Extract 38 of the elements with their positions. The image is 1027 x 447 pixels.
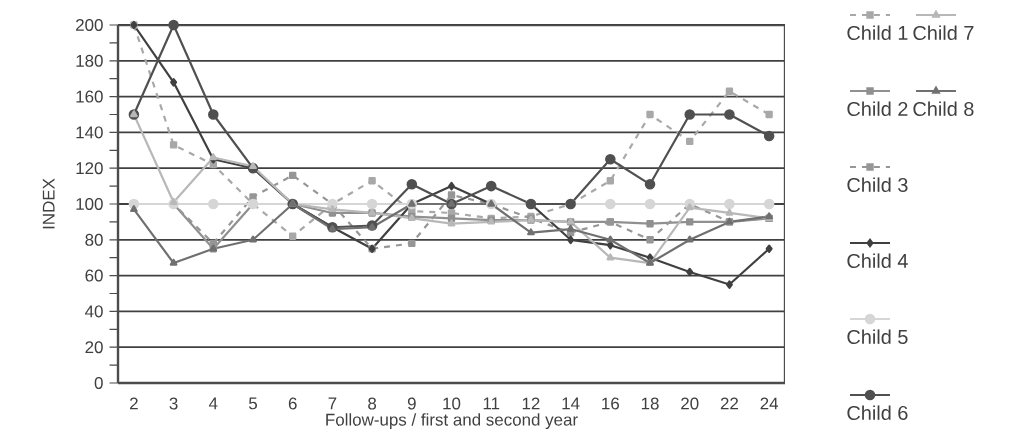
y-tick-label: 180 — [76, 54, 103, 67]
y-tick-label: 40 — [85, 305, 103, 318]
x-tick-label: 8 — [368, 397, 377, 410]
x-tick-label: 12 — [522, 397, 540, 410]
legend-label: Child 6 — [847, 405, 908, 421]
y-tick-label: 20 — [85, 341, 103, 354]
x-tick-label: 7 — [328, 397, 337, 410]
x-tick-label: 24 — [760, 397, 779, 410]
y-tick-label: 100 — [76, 198, 103, 210]
legend-label: Child 2 — [847, 101, 908, 117]
legend-label: Child 5 — [847, 329, 908, 345]
x-tick-label: 22 — [720, 397, 738, 410]
legend-label: Child 4 — [847, 253, 908, 269]
x-tick-label: 11 — [483, 397, 500, 410]
x-tick-label: 4 — [208, 397, 218, 410]
y-tick-label: 140 — [76, 126, 103, 139]
x-axis-title: Follow-ups / first and second year — [326, 413, 578, 429]
legend-label: Child 8 — [913, 101, 974, 117]
y-tick-label: 120 — [76, 162, 103, 175]
legend-label: Child 7 — [913, 25, 974, 41]
x-tick-label: 14 — [562, 397, 580, 410]
legend-label: Child 3 — [847, 177, 908, 193]
y-tick-label: 80 — [85, 233, 103, 246]
x-tick-label: 2 — [130, 397, 138, 410]
x-tick-label: 3 — [169, 397, 178, 410]
y-tick-label: 160 — [76, 90, 103, 103]
x-tick-label: 9 — [407, 397, 416, 410]
y-axis-title: INDEX — [42, 178, 55, 229]
x-tick-label: 16 — [602, 397, 620, 410]
x-tick-label: 10 — [443, 397, 461, 410]
legend-label: Child 1 — [847, 25, 908, 41]
y-tick-label: 0 — [94, 377, 103, 389]
x-tick-label: 5 — [248, 397, 258, 410]
y-tick-label: 200 — [76, 19, 103, 31]
x-tick-label: 6 — [288, 397, 297, 410]
x-tick-label: 20 — [681, 397, 699, 410]
x-tick-label: 18 — [641, 397, 659, 410]
y-tick-label: 60 — [85, 269, 103, 282]
